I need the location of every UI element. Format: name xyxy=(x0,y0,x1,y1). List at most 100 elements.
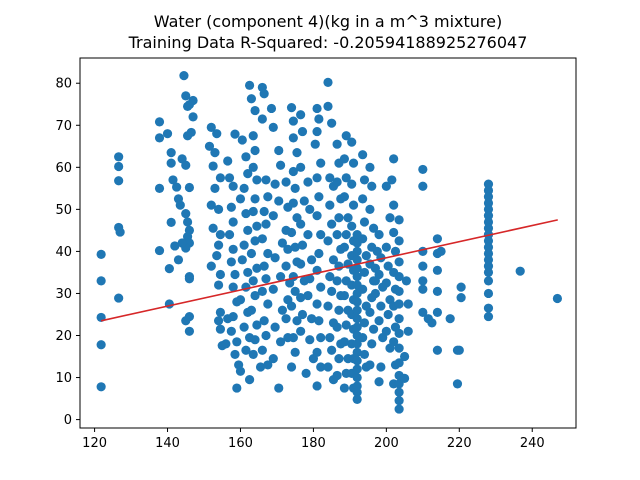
scatter-point xyxy=(432,345,443,355)
scatter-point xyxy=(341,320,351,330)
data-points xyxy=(96,71,563,414)
scatter-point xyxy=(115,227,125,237)
scatter-point xyxy=(347,221,357,231)
scatter-point xyxy=(232,337,242,347)
scatter-point xyxy=(359,267,370,278)
x-tick-label: 200 xyxy=(374,436,399,451)
scatter-point xyxy=(387,175,397,185)
y-tick-label: 30 xyxy=(55,287,72,302)
scatter-point xyxy=(248,276,258,286)
scatter-point xyxy=(383,309,393,320)
scatter-point xyxy=(352,372,362,383)
scatter-point xyxy=(250,236,260,246)
scatter-point xyxy=(252,320,262,330)
scatter-point xyxy=(210,148,220,158)
scatter-point xyxy=(399,351,410,362)
scatter-point xyxy=(452,379,463,389)
scatter-point xyxy=(270,179,280,189)
y-tick-label: 10 xyxy=(55,371,72,386)
scatter-point xyxy=(312,126,322,137)
scatter-point xyxy=(246,248,257,259)
scatter-point xyxy=(352,339,362,349)
scatter-point xyxy=(241,345,251,355)
scatter-point xyxy=(454,345,464,355)
scatter-point xyxy=(243,169,253,179)
scatter-point xyxy=(389,154,399,164)
scatter-point xyxy=(154,183,165,193)
scatter-point xyxy=(206,122,216,132)
scatter-point xyxy=(181,91,191,101)
scatter-point xyxy=(352,255,362,265)
scatter-point xyxy=(352,297,362,307)
scatter-point xyxy=(286,227,297,238)
scatter-point xyxy=(352,272,362,282)
scatter-point xyxy=(154,117,165,127)
scatter-point xyxy=(483,198,494,208)
scatter-point xyxy=(250,194,260,204)
scatter-point xyxy=(290,286,300,296)
scatter-point xyxy=(339,154,350,164)
scatter-point xyxy=(239,240,249,250)
scatter-point xyxy=(483,303,494,313)
scatter-point xyxy=(327,286,337,296)
scatter-point xyxy=(114,293,124,303)
scatter-point xyxy=(381,278,391,288)
scatter-point xyxy=(394,299,404,309)
scatter-point xyxy=(316,362,326,372)
scatter-point xyxy=(213,316,224,326)
scatter-point xyxy=(292,316,302,326)
scatter-point xyxy=(312,211,322,221)
scatter-point xyxy=(365,204,375,214)
scatter-point xyxy=(210,183,220,193)
scatter-point xyxy=(359,349,370,360)
scatter-point xyxy=(394,314,404,324)
scatter-point xyxy=(215,229,226,240)
scatter-point xyxy=(263,248,273,259)
scatter-point xyxy=(213,240,224,250)
scatter-point xyxy=(483,217,494,227)
chart-title-line2: Training Data R-Squared: -0.205941889252… xyxy=(128,33,528,52)
scatter-point xyxy=(323,236,333,246)
scatter-point xyxy=(339,192,350,202)
scatter-point xyxy=(316,333,326,343)
scatter-point xyxy=(394,404,404,414)
scatter-point xyxy=(263,299,273,309)
scatter-point xyxy=(394,257,404,267)
scatter-point xyxy=(445,314,455,324)
scatter-point xyxy=(182,217,193,227)
scatter-point xyxy=(96,340,106,350)
scatter-point xyxy=(312,173,322,183)
scatter-point xyxy=(427,318,437,328)
y-tick-label: 20 xyxy=(55,329,72,344)
scatter-point xyxy=(96,382,106,392)
scatter-point xyxy=(184,182,195,193)
scatter-point xyxy=(403,326,413,336)
scatter-point xyxy=(347,137,357,147)
scatter-point xyxy=(288,166,298,177)
scatter-point xyxy=(316,158,326,168)
scatter-point xyxy=(257,114,267,124)
scatter-point xyxy=(268,122,278,132)
scatter-point xyxy=(243,267,253,278)
scatter-point xyxy=(181,160,191,170)
scatter-point xyxy=(288,333,298,343)
scatter-point xyxy=(306,314,317,324)
scatter-point xyxy=(339,383,350,393)
scatter-point xyxy=(358,194,368,204)
scatter-point xyxy=(365,307,375,317)
scatter-point xyxy=(215,307,226,317)
scatter-point xyxy=(312,381,322,391)
scatter-point xyxy=(348,158,359,168)
scatter-point xyxy=(352,246,362,257)
scatter-point xyxy=(352,263,362,273)
scatter-point xyxy=(483,204,494,214)
scatter-point xyxy=(270,322,280,332)
scatter-point xyxy=(286,103,297,113)
scatter-point xyxy=(241,152,251,162)
scatter-point xyxy=(274,145,284,156)
scatter-point xyxy=(257,345,267,355)
scatter-point xyxy=(339,242,350,252)
scatter-point xyxy=(181,208,191,219)
scatter-point xyxy=(230,129,240,139)
scatter-point xyxy=(394,328,404,338)
